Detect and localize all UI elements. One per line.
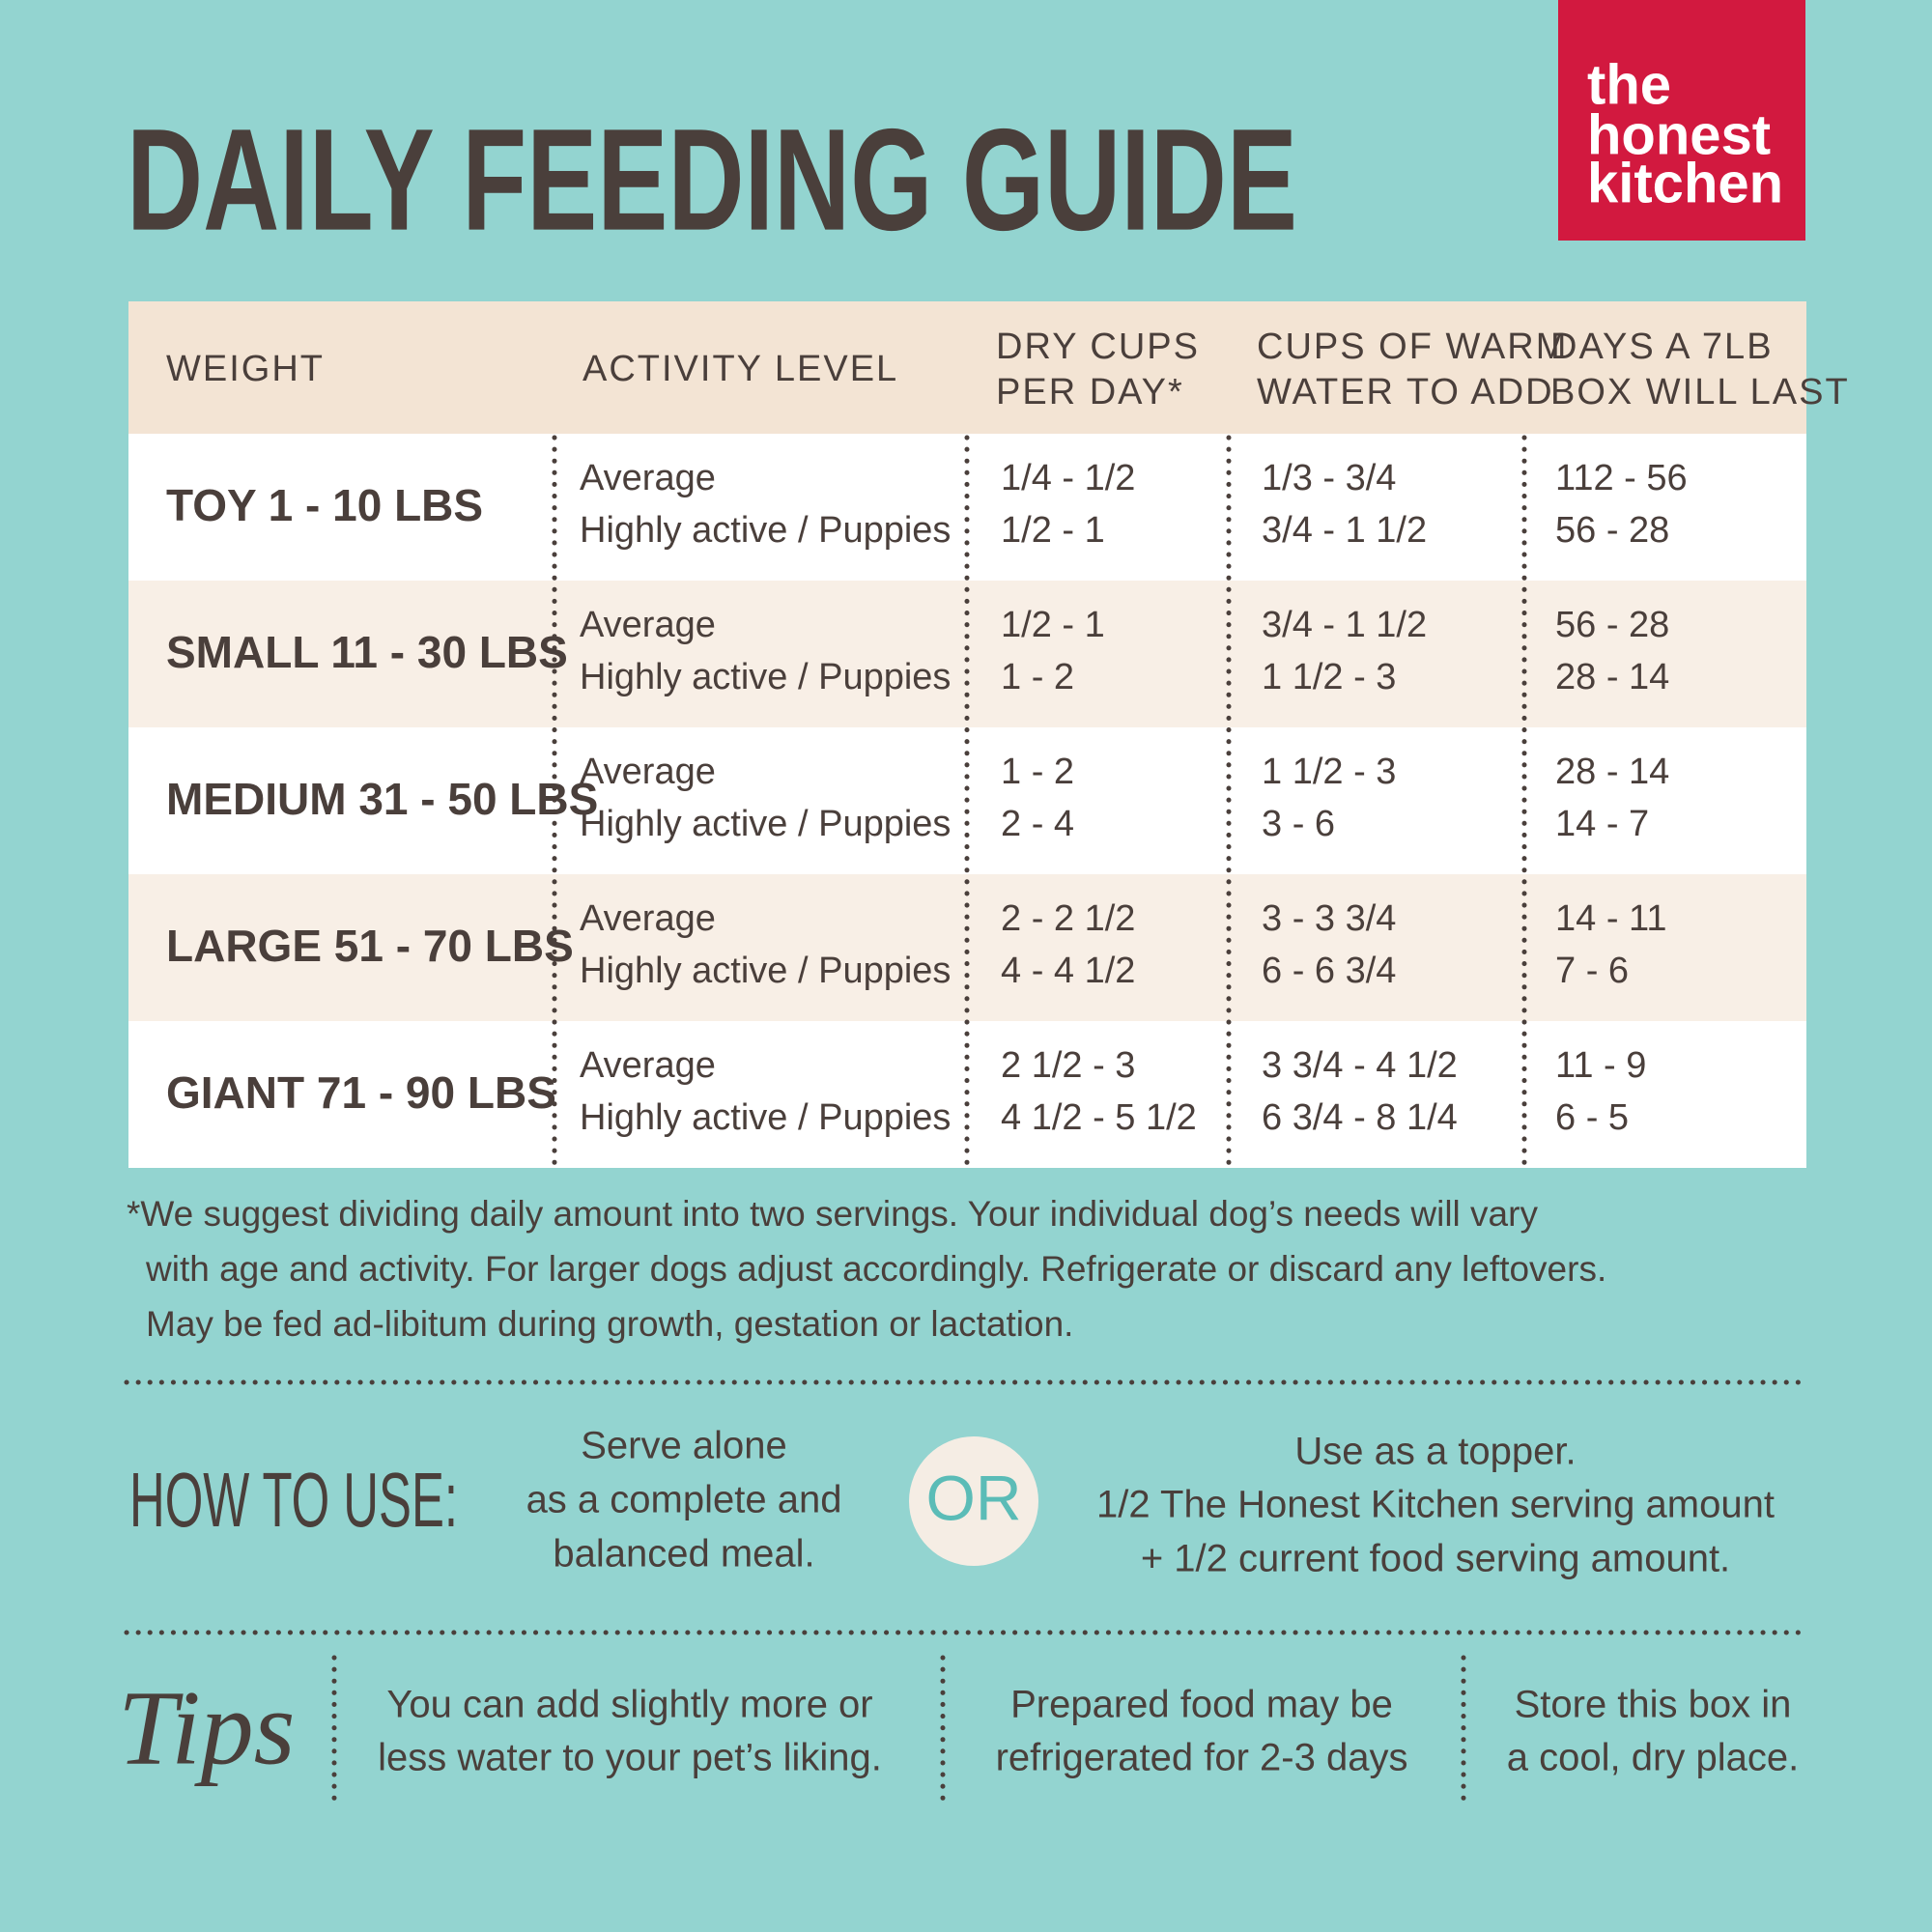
cell-text: Highly active / Puppies xyxy=(580,804,951,844)
cell-text: Highly active / Puppies xyxy=(580,951,951,991)
column-header: DRY CUPS xyxy=(996,327,1200,367)
cell-text: Average xyxy=(580,898,716,939)
cell-text: 56 - 28 xyxy=(1555,510,1669,551)
cell-text: Highly active / Puppies xyxy=(580,510,951,551)
column-header: PER DAY* xyxy=(996,372,1184,412)
footnote-line: with age and activity. For larger dogs a… xyxy=(145,1249,1606,1289)
tip-text: Prepared food may be xyxy=(1010,1684,1393,1726)
header-row xyxy=(128,301,1806,434)
logo-text: kitchen xyxy=(1587,152,1783,214)
cell-text: 1/2 - 1 xyxy=(1001,605,1105,645)
cell-text: 1 - 2 xyxy=(1001,752,1074,792)
cell-text: 6 - 6 3/4 xyxy=(1262,951,1396,991)
weight-cell: MEDIUM 31 - 50 LBS xyxy=(166,774,598,824)
cell-text: 7 - 6 xyxy=(1555,951,1629,991)
tip-text: You can add slightly more or xyxy=(386,1684,872,1726)
column-header: BOX WILL LAST xyxy=(1550,372,1850,412)
footnote-line: *We suggest dividing daily amount into t… xyxy=(127,1194,1538,1234)
cell-text: Average xyxy=(580,752,716,792)
how-to-use-label: HOW TO USE: xyxy=(129,1457,458,1543)
cell-text: 1 1/2 - 3 xyxy=(1262,752,1396,792)
cell-text: 2 - 2 1/2 xyxy=(1001,898,1135,939)
tips-label: Tips xyxy=(118,1668,295,1786)
footnote-line: May be fed ad-libitum during growth, ges… xyxy=(146,1304,1073,1344)
cell-text: 14 - 7 xyxy=(1555,804,1649,844)
cell-text: 1 - 2 xyxy=(1001,657,1074,697)
tips: You can add slightly more or less water t… xyxy=(378,1684,1799,1779)
logo-box xyxy=(1558,0,1805,241)
cell-text: 112 - 56 xyxy=(1555,458,1688,498)
column-header: CUPS OF WARM xyxy=(1257,327,1568,367)
tip-text: Store this box in xyxy=(1515,1684,1792,1726)
table: WEIGHT ACTIVITY LEVEL DRY CUPS PER DAY* CUPS… xyxy=(128,301,1850,1171)
cell-text: 3/4 - 1 1/2 xyxy=(1262,510,1427,551)
option-text: as a complete and xyxy=(526,1479,842,1521)
tip-text: refrigerated for 2-3 days xyxy=(996,1737,1408,1779)
weight-cell: GIANT 71 - 90 LBS xyxy=(166,1067,556,1118)
tip-text: a cool, dry place. xyxy=(1507,1737,1799,1779)
cell-text: 3 - 6 xyxy=(1262,804,1335,844)
cell-text: 2 - 4 xyxy=(1001,804,1074,844)
cell-text: 56 - 28 xyxy=(1555,605,1669,645)
column-header: WEIGHT xyxy=(166,349,325,389)
cell-text: 3 - 3 3/4 xyxy=(1262,898,1396,939)
cell-text: Average xyxy=(580,458,716,498)
weight-cell: LARGE 51 - 70 LBS xyxy=(166,921,574,971)
row-bg xyxy=(128,581,1806,727)
cell-text: Highly active / Puppies xyxy=(580,1097,951,1138)
option-text: Serve alone xyxy=(581,1425,786,1467)
cell-text: 28 - 14 xyxy=(1555,752,1669,792)
option-text: Use as a topper. xyxy=(1294,1431,1576,1473)
cell-text: 6 - 5 xyxy=(1555,1097,1629,1138)
cell-text: 3 3/4 - 4 1/2 xyxy=(1262,1045,1458,1086)
logo-text: honest xyxy=(1587,103,1771,166)
cell-text: 6 3/4 - 8 1/4 xyxy=(1262,1097,1458,1138)
cell-text: 4 1/2 - 5 1/2 xyxy=(1001,1097,1197,1138)
cell-text: Average xyxy=(580,1045,716,1086)
option-text: 1/2 The Honest Kitchen serving amount xyxy=(1096,1484,1775,1526)
cell-text: 28 - 14 xyxy=(1555,657,1669,697)
cell-text: 1 1/2 - 3 xyxy=(1262,657,1396,697)
cell-text: Average xyxy=(580,605,716,645)
tip-text: less water to your pet’s liking. xyxy=(378,1737,882,1779)
cell-text: 2 1/2 - 3 xyxy=(1001,1045,1135,1086)
weight-cell: TOY 1 - 10 LBS xyxy=(166,480,483,530)
column-header: WATER TO ADD xyxy=(1257,372,1554,412)
cell-text: Highly active / Puppies xyxy=(580,657,951,697)
cell-text: 11 - 9 xyxy=(1555,1045,1646,1086)
cell-text: 1/4 - 1/2 xyxy=(1001,458,1135,498)
option-text: + 1/2 current food serving amount. xyxy=(1141,1538,1730,1580)
cell-text: 1/2 - 1 xyxy=(1001,510,1105,551)
cell-text: 3/4 - 1 1/2 xyxy=(1262,605,1427,645)
column-header: DAYS A 7LB xyxy=(1550,327,1774,367)
column-header: ACTIVITY LEVEL xyxy=(582,349,898,389)
footnote: *We suggest dividing daily amount into t… xyxy=(127,1194,1606,1344)
weight-cell: SMALL 11 - 30 LBS xyxy=(166,627,568,677)
logo-text: the xyxy=(1587,53,1671,116)
cell-text: 14 - 11 xyxy=(1555,898,1666,939)
cell-text: 1/3 - 3/4 xyxy=(1262,458,1396,498)
page-title: DAILY FEEDING GUIDE xyxy=(127,99,1297,261)
option-text: balanced meal. xyxy=(553,1533,814,1576)
or-circle xyxy=(909,1436,1038,1566)
cell-text: 4 - 4 1/2 xyxy=(1001,951,1135,991)
or-text: OR xyxy=(926,1462,1022,1533)
